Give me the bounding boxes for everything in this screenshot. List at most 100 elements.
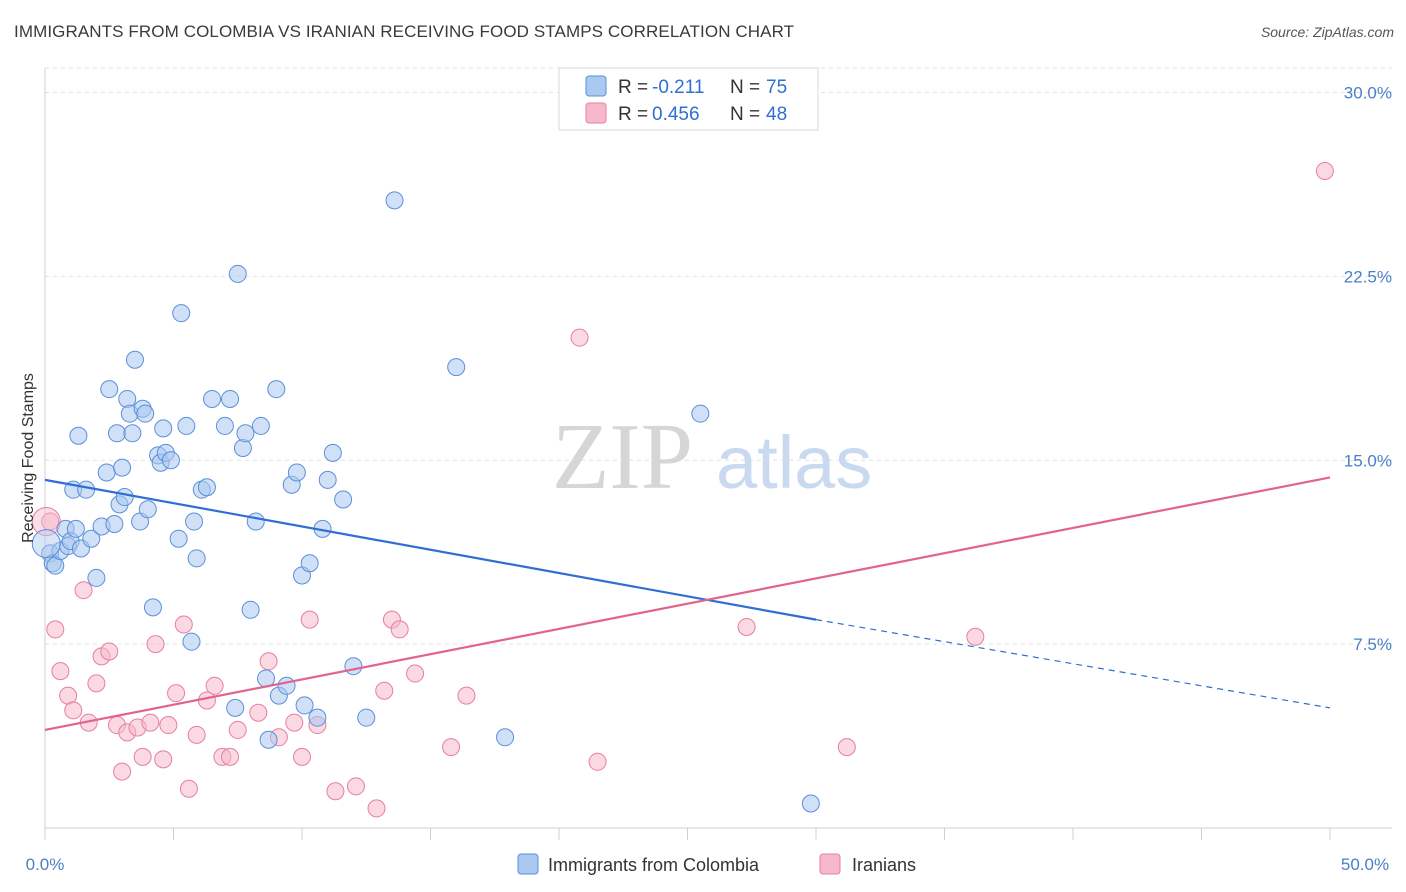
iranians-point <box>228 720 247 739</box>
iranians-point <box>293 747 311 766</box>
colombia-point <box>447 358 466 377</box>
y-axis-label: Receiving Food Stamps <box>20 373 37 543</box>
iranians-point <box>406 664 425 683</box>
stats-legend: R = -0.211 N = 75 R = 0.456 N = 48 <box>558 67 819 131</box>
watermark-zip: ZIP <box>552 405 693 509</box>
iranians-point <box>179 779 198 798</box>
legend-item-colombia-label: Immigrants from Colombia <box>548 855 760 875</box>
iranians-point <box>167 684 186 703</box>
iranians-point <box>205 676 224 695</box>
iranians-trendline <box>44 476 1331 732</box>
colombia-point <box>115 488 134 507</box>
colombia-point <box>203 389 222 408</box>
colombia-point <box>82 529 101 548</box>
legend-swatch-blue <box>585 75 607 97</box>
axes <box>44 68 1392 829</box>
legend-r-label-pink: R = <box>618 104 648 125</box>
colombia-point <box>87 568 106 587</box>
iranians-point <box>326 782 345 801</box>
x-tick-label-min: 0.0% <box>26 855 65 874</box>
chart-title: IMMIGRANTS FROM COLOMBIA VS IRANIAN RECE… <box>14 22 795 41</box>
legend-n-label-blue: N = <box>730 77 760 98</box>
y-tick-label: 7.5% <box>1353 635 1392 654</box>
legend-item-iranians-label: Iranians <box>852 855 916 875</box>
iranians-point <box>31 507 61 537</box>
colombia-trendline <box>44 478 817 621</box>
colombia-point <box>138 500 157 519</box>
iranians-point <box>442 738 461 757</box>
colombia-point <box>31 529 61 559</box>
legend-n-value-blue: 75 <box>766 77 787 98</box>
colombia-point <box>169 529 188 548</box>
colombia-point <box>107 424 126 443</box>
colombia-point <box>246 512 265 531</box>
colombia-point <box>334 490 353 509</box>
colombia-point <box>97 463 116 482</box>
x-tick-label-max: 50.0% <box>1341 855 1389 874</box>
colombia-point <box>143 598 162 617</box>
iranians-point <box>259 652 278 671</box>
colombia-point <box>215 416 234 435</box>
y-tick-labels: 7.5% 15.0% 22.5% 30.0% <box>1344 84 1392 655</box>
iranians-point <box>146 635 165 654</box>
colombia-point <box>357 708 376 727</box>
colombia-point <box>251 416 270 435</box>
legend-r-label-blue: R = <box>618 77 648 98</box>
iranians-point <box>51 662 70 681</box>
y-tick-label: 15.0% <box>1344 451 1392 470</box>
colombia-point <box>105 515 124 533</box>
iranians-point <box>141 713 160 732</box>
colombia-point <box>801 794 820 813</box>
colombia-point <box>385 191 404 210</box>
colombia-point <box>233 439 252 457</box>
legend-item-colombia-swatch <box>517 853 539 875</box>
legend-r-value-pink: 0.456 <box>652 104 700 125</box>
iranians-point <box>154 750 173 769</box>
iranians-point <box>285 713 304 732</box>
trendlines <box>44 476 1331 732</box>
iranians-point <box>249 703 268 722</box>
iranians-point <box>375 681 394 700</box>
iranians-point <box>87 674 106 693</box>
colombia-point <box>318 470 337 489</box>
iranians-point <box>1315 161 1334 180</box>
colombia-point <box>69 426 88 445</box>
iranians-point <box>100 642 119 661</box>
colombia-point <box>344 657 363 676</box>
iranians-point <box>300 610 319 629</box>
iranians-point <box>457 686 476 705</box>
colombia-point <box>259 730 278 749</box>
colombia-point <box>691 404 710 423</box>
iranians-point <box>74 581 93 600</box>
colombia-point <box>177 416 196 435</box>
iranians-point <box>588 752 607 771</box>
iranians-points <box>31 161 1334 818</box>
colombia-point <box>287 463 306 482</box>
y-tick-label: 30.0% <box>1344 84 1392 103</box>
iranians-point <box>346 777 365 796</box>
colombia-point <box>221 389 240 408</box>
iranians-point <box>390 620 409 639</box>
iranians-point <box>187 725 206 744</box>
colombia-point <box>236 424 255 443</box>
colombia-point <box>323 443 342 462</box>
colombia-point <box>136 404 155 423</box>
colombia-point <box>154 419 173 438</box>
colombia-point <box>277 676 296 695</box>
iranians-point <box>113 762 132 781</box>
colombia-point <box>100 380 119 399</box>
colombia-point <box>161 451 180 470</box>
colombia-point <box>308 708 327 727</box>
colombia-point <box>228 264 247 283</box>
colombia-trendline-extension <box>815 619 1331 709</box>
iranians-point <box>367 799 386 818</box>
iranians-point <box>133 747 152 766</box>
series-legend: Immigrants from Colombia Iranians <box>517 853 916 875</box>
colombia-point <box>118 389 137 408</box>
colombia-point <box>295 696 314 715</box>
iranians-point <box>966 627 985 646</box>
legend-item-iranians-swatch <box>819 853 841 875</box>
colombia-point <box>226 698 245 717</box>
colombia-point <box>66 519 85 538</box>
